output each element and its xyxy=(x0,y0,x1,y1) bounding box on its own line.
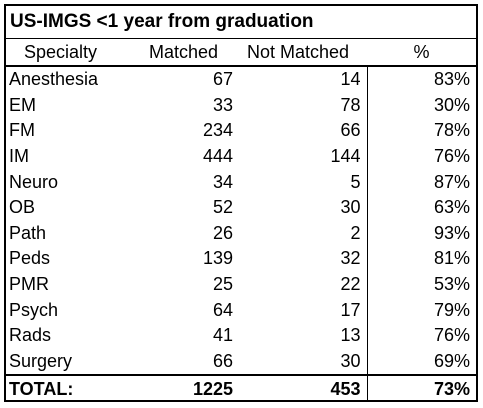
table-row: IM 444 144 76% xyxy=(6,143,476,170)
cell-matched: 234 xyxy=(202,120,233,141)
table-row: Psych 64 17 79% xyxy=(6,297,476,323)
cell-matched: 67 xyxy=(212,69,233,90)
cell-percent: 30% xyxy=(433,94,470,115)
match-data-table: Specialty Matched Not Matched % Anesthes… xyxy=(6,39,476,403)
table-row: FM 234 66 78% xyxy=(6,118,476,144)
cell-matched: 139 xyxy=(202,248,233,269)
cell-percent: 53% xyxy=(433,274,470,295)
cell-percent: 69% xyxy=(433,350,470,371)
cell-matched: 25 xyxy=(212,274,233,295)
cell-specialty: OB xyxy=(9,197,36,218)
cell-percent: 79% xyxy=(433,299,470,320)
cell-matched: 26 xyxy=(212,222,233,243)
cell-not-matched: 66 xyxy=(239,118,368,144)
table-title: US-IMGS <1 year from graduation xyxy=(6,6,476,39)
cell-not-matched: 17 xyxy=(239,297,368,323)
header-specialty: Specialty xyxy=(6,39,128,67)
cell-not-matched: 14 xyxy=(239,66,368,93)
cell-specialty: Path xyxy=(9,222,47,243)
cell-matched: 444 xyxy=(202,146,233,167)
cell-percent: 76% xyxy=(433,325,470,346)
cell-percent: 63% xyxy=(433,197,470,218)
cell-specialty: PMR xyxy=(9,274,49,295)
table-row: Neuro 34 5 87% xyxy=(6,169,476,195)
table-row: Path 26 2 93% xyxy=(6,220,476,247)
table-row: OB 52 30 63% xyxy=(6,194,476,221)
total-percent: 73% xyxy=(367,374,476,403)
header-percent: % xyxy=(367,39,476,67)
cell-specialty: Rads xyxy=(9,325,52,346)
cell-percent: 83% xyxy=(433,69,470,90)
table-row: EM 33 78 30% xyxy=(6,92,476,119)
cell-not-matched: 13 xyxy=(239,322,368,349)
table-row: Surgery 66 30 69% xyxy=(6,348,476,376)
cell-percent: 87% xyxy=(433,171,470,192)
cell-matched: 66 xyxy=(212,350,233,371)
cell-percent: 76% xyxy=(433,146,470,167)
total-row: TOTAL: 1225 453 73% xyxy=(6,374,476,403)
cell-specialty: IM xyxy=(9,146,29,167)
cell-matched: 34 xyxy=(212,171,233,192)
cell-not-matched: 2 xyxy=(239,220,368,247)
header-not-matched: Not Matched xyxy=(239,39,367,67)
table-row: Peds 139 32 81% xyxy=(6,246,476,272)
cell-specialty: FM xyxy=(9,120,35,141)
header-matched: Matched xyxy=(128,39,239,67)
cell-not-matched: 22 xyxy=(239,271,368,298)
cell-not-matched: 30 xyxy=(239,194,368,221)
total-label: TOTAL: xyxy=(6,374,128,403)
table-row: Anesthesia 67 14 83% xyxy=(6,66,476,93)
spreadsheet-table: US-IMGS <1 year from graduation Specialt… xyxy=(4,4,478,403)
total-matched: 1225 xyxy=(128,374,239,403)
cell-matched: 52 xyxy=(212,197,233,218)
cell-not-matched: 78 xyxy=(239,92,368,119)
cell-specialty: EM xyxy=(9,94,36,115)
cell-specialty: Psych xyxy=(9,299,59,320)
cell-specialty: Neuro xyxy=(9,171,59,192)
cell-percent: 81% xyxy=(433,248,470,269)
cell-percent: 78% xyxy=(433,120,470,141)
table-row: PMR 25 22 53% xyxy=(6,271,476,298)
cell-not-matched: 5 xyxy=(239,169,368,195)
cell-not-matched: 32 xyxy=(239,246,368,272)
cell-specialty: Anesthesia xyxy=(9,69,99,90)
table-row: Rads 41 13 76% xyxy=(6,322,476,349)
total-not-matched: 453 xyxy=(239,374,368,403)
cell-matched: 64 xyxy=(212,299,233,320)
cell-specialty: Surgery xyxy=(9,350,73,371)
cell-specialty: Peds xyxy=(9,248,51,269)
cell-not-matched: 30 xyxy=(239,348,368,376)
cell-matched: 41 xyxy=(212,325,233,346)
cell-not-matched: 144 xyxy=(239,143,368,170)
cell-matched: 33 xyxy=(212,94,233,115)
header-row: Specialty Matched Not Matched % xyxy=(6,39,476,67)
cell-percent: 93% xyxy=(433,222,470,243)
